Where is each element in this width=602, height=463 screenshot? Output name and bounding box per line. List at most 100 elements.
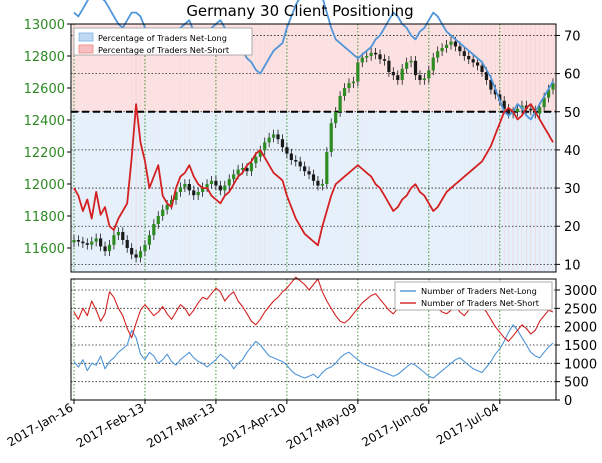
right-axis-tick-label: 3000	[564, 284, 597, 299]
candle-body	[422, 78, 426, 80]
net-long-band	[448, 111, 454, 272]
net-long-band	[125, 111, 130, 272]
net-long-band	[386, 111, 392, 272]
x-axis-tick-label: 2017-Jan-16	[5, 400, 76, 449]
candle-body	[542, 97, 546, 108]
net-long-band	[488, 111, 494, 272]
net-short-band	[448, 24, 454, 112]
x-axis-tick-label: 2017-Feb-13	[74, 400, 147, 450]
candle-body	[303, 166, 307, 172]
candle-body	[161, 209, 165, 216]
net-short-band	[550, 24, 556, 112]
candle-body	[458, 46, 462, 52]
net-short-band	[178, 24, 183, 112]
net-short-band	[227, 24, 232, 112]
net-long-band	[156, 111, 161, 272]
candle-body	[116, 232, 120, 236]
net-short-band	[266, 24, 272, 112]
candle-body	[387, 60, 391, 72]
candle-body	[183, 184, 187, 188]
left-axis-tick-label: 12800	[24, 50, 65, 65]
net-short-band	[364, 24, 370, 112]
net-short-band	[71, 24, 77, 112]
net-short-band	[125, 24, 130, 112]
net-long-band	[351, 111, 356, 272]
candle-body	[90, 241, 94, 245]
net-short-band	[142, 24, 148, 112]
candle-body	[134, 254, 138, 258]
net-short-band	[98, 24, 104, 112]
net-short-band	[439, 24, 445, 112]
net-long-band	[391, 111, 396, 272]
candle-body	[311, 174, 316, 181]
net-long-band	[271, 111, 277, 272]
candle-body	[431, 57, 435, 71]
net-long-band	[311, 111, 317, 272]
trader-count-panel: 0 500 1000 1500 2000 2500 3000 Number of Trader…	[70, 276, 597, 409]
right-axis-tick-label: 70	[564, 29, 581, 44]
candle-body	[218, 185, 222, 191]
candle-body	[409, 60, 413, 63]
net-long-band	[346, 111, 352, 272]
net-long-band	[431, 111, 436, 272]
candle-body	[502, 100, 506, 109]
net-short-band	[222, 24, 228, 112]
candle-body	[436, 51, 440, 58]
net-long-band	[293, 111, 299, 272]
left-axis-tick-label: 12000	[24, 178, 65, 193]
candle-body	[334, 112, 338, 124]
right-axis-tick-label: 0	[564, 394, 572, 409]
candle-body	[258, 150, 262, 157]
net-short-band	[488, 24, 494, 112]
net-short-band	[173, 24, 179, 112]
net-long-band	[333, 111, 339, 272]
candle-body	[121, 232, 125, 240]
net-short-band	[284, 24, 290, 112]
x-axis-tick-label: 2017-Apr-10	[217, 400, 288, 449]
net-long-band	[368, 111, 374, 272]
candle-body	[369, 52, 373, 56]
left-axis-tick-label: 11800	[24, 210, 65, 225]
net-long-band	[377, 111, 383, 272]
candle-body	[396, 75, 400, 80]
candle-body	[498, 94, 502, 101]
net-short-band	[417, 24, 423, 112]
net-long-band	[426, 111, 432, 272]
candle-body	[391, 72, 395, 76]
net-short-band	[311, 24, 317, 112]
candle-body	[214, 180, 218, 186]
net-long-band	[342, 111, 348, 272]
candle-body	[201, 187, 205, 192]
net-short-band	[164, 24, 170, 112]
candle-body	[440, 48, 444, 52]
right-axis-tick-label: 60	[564, 68, 581, 83]
net-long-band	[262, 111, 268, 272]
candle-body	[418, 75, 422, 80]
net-long-band	[306, 111, 312, 272]
candle-body	[546, 89, 551, 98]
net-long-band	[240, 111, 246, 272]
net-short-band	[262, 24, 268, 112]
net-short-band	[160, 24, 166, 112]
net-long-band	[235, 111, 241, 272]
net-short-band	[289, 24, 294, 112]
net-short-band	[231, 24, 237, 112]
net-short-band	[93, 24, 99, 112]
candle-body	[467, 56, 471, 60]
net-short-band	[249, 24, 254, 112]
net-long-band	[320, 111, 325, 272]
net-short-band	[360, 24, 365, 112]
candle-body	[427, 70, 431, 79]
net-long-band	[164, 111, 170, 272]
net-long-band	[284, 111, 290, 272]
net-long-band	[479, 111, 485, 272]
chart-title: Germany 30 Client Positioning	[186, 2, 413, 20]
legend-box	[73, 27, 253, 56]
x-axis-tick-label: 2017-May-09	[284, 400, 359, 452]
candle-body	[507, 108, 511, 114]
net-short-band	[377, 24, 383, 112]
candle-body	[365, 56, 369, 58]
legend-top: Percentage of Traders Net-Long Percentage…	[73, 27, 253, 56]
candle-body	[325, 152, 329, 184]
candle-body	[320, 184, 324, 186]
